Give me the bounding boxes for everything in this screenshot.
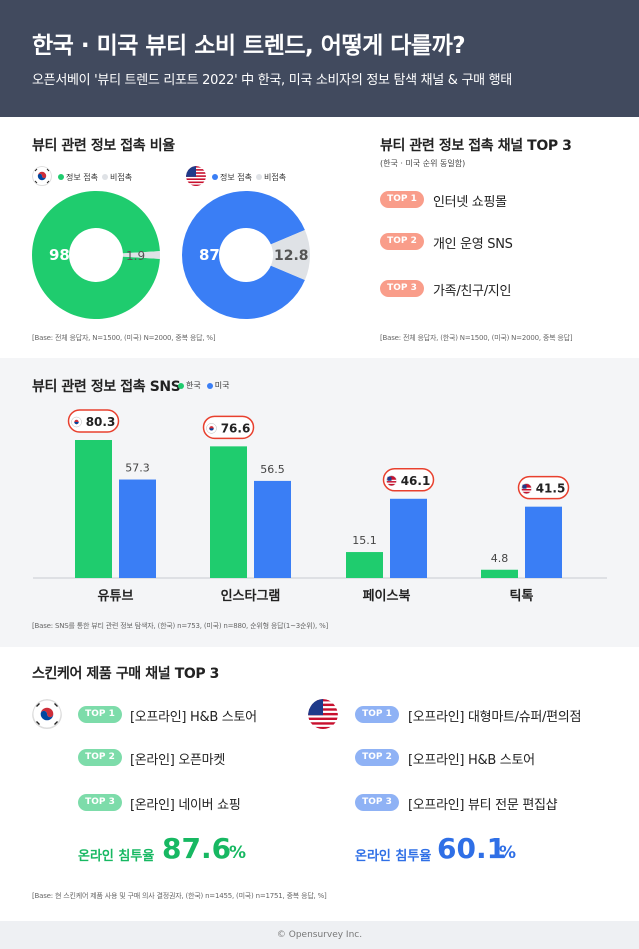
korea-donut-chart: 98.1 1.9	[32, 191, 160, 319]
sns-highlight-pill-2	[382, 468, 435, 492]
usa-online-value: 60.1	[437, 832, 507, 865]
usa-flag-icon	[186, 166, 206, 188]
channel-rank-3: TOP 3	[380, 280, 424, 297]
purchase-title: 스킨케어 제품 구매 채널 TOP 3	[32, 666, 220, 682]
sns-legend-korea-label: 한국	[186, 381, 201, 390]
channel-label-3: 가족/친구/지인	[433, 284, 512, 299]
usa-donut-value-noncontact: 12.8	[274, 248, 309, 264]
korea-online-label: 온라인 침투율	[78, 849, 155, 864]
korea-mini-flag-icon-0	[71, 416, 82, 428]
korea-mini-flag-icon-1	[206, 423, 217, 434]
sns-value-label-3-0: 4.8	[491, 552, 509, 565]
korea-donut-legend: 정보 접촉 비접촉	[32, 166, 132, 188]
purchase-korea-flag-icon	[32, 699, 62, 733]
usa-donut-legend: 정보 접촉 비접촉	[186, 166, 286, 188]
korea-purchase-rank-3: TOP 3	[78, 794, 122, 811]
usa-purchase-label-2: [오프라인] H&B 스토어	[408, 753, 535, 768]
korea-donut-value-noncontact: 1.9	[126, 249, 145, 263]
usa-donut-slice-contact	[182, 191, 305, 319]
sns-bar-korea-1	[210, 446, 247, 578]
sns-value-label-2-0: 15.1	[352, 534, 377, 547]
legend-contact-dot	[58, 174, 64, 180]
usa-mini-flag-icon-3	[521, 483, 532, 494]
channel-rank-2: TOP 2	[380, 233, 424, 250]
sns-value-label-1-1: 56.5	[260, 463, 285, 476]
usa-donut-chart: 87.2 12.8	[182, 191, 310, 319]
usa-purchase-label-3: [오프라인] 뷰티 전문 편집샵	[408, 798, 558, 813]
legend-contact-label-usa: 정보 접촉	[220, 172, 252, 182]
sns-value-label-2-1: 46.1	[401, 474, 431, 488]
usa-online-pct: %	[499, 843, 517, 863]
sns-highlight-pill-3	[517, 475, 570, 500]
sns-title: 뷰티 관련 정보 접촉 SNS	[32, 379, 181, 395]
channels-top3-title: 뷰티 관련 정보 접촉 채널 TOP 3	[380, 138, 572, 154]
purchase-note: [Base: 현 스킨케어 제품 사용 및 구매 의사 결정권자, (한국) n…	[32, 892, 327, 900]
korea-purchase-rank-1: TOP 1	[78, 706, 122, 723]
sns-bar-usa-2	[390, 498, 427, 578]
korea-purchase-label-2: [온라인] 오픈마켓	[130, 753, 225, 768]
usa-mini-flag-icon-2	[386, 475, 397, 487]
sns-bar-chart: 80.3 57.3 유튜브 76.6 56.5 인스타그램 15.1 46.1 페이스북 4.8 4…	[33, 409, 607, 604]
korea-purchase-rank-2: TOP 2	[78, 749, 122, 766]
legend-noncontact-dot	[101, 174, 108, 180]
channel-rank-1: TOP 1	[380, 191, 424, 208]
usa-purchase-rank-3: TOP 3	[355, 794, 399, 811]
sns-category-label-1: 인스타그램	[221, 588, 281, 604]
sns-bar-usa-3	[525, 506, 562, 578]
sns-category-label-0: 유튜브	[98, 589, 134, 604]
korea-donut-value-contact: 98.1	[49, 246, 86, 264]
legend-contact-label: 정보 접촉	[66, 172, 98, 182]
sns-bar-korea-2	[346, 552, 383, 578]
korea-online-value: 87.6	[162, 832, 232, 865]
info-ratio-title: 뷰티 관련 정보 접촉 비율	[32, 138, 175, 154]
sns-value-label-0-1: 57.3	[125, 462, 150, 475]
legend-noncontact-label: 비접촉	[109, 172, 133, 182]
sns-category-label-2: 페이스북	[363, 588, 411, 604]
korea-donut-slice-contact	[32, 191, 160, 319]
sns-bar-korea-3	[481, 569, 518, 578]
footer-copyright: © Opensurvey Inc.	[0, 921, 639, 949]
usa-purchase-label-1: [오프라인] 대형마트/슈퍼/편의점	[408, 710, 582, 725]
korea-purchase-label-3: [온라인] 네이버 쇼핑	[130, 798, 241, 813]
sns-legend-usa-dot	[206, 382, 213, 389]
usa-purchase-rank-1: TOP 1	[355, 706, 399, 723]
usa-purchase-rank-2: TOP 2	[355, 749, 399, 766]
korea-purchase-label-1: [오프라인] H&B 스토어	[130, 710, 257, 725]
sns-value-label-0-0: 80.3	[86, 415, 116, 429]
korea-online-pct: %	[229, 843, 247, 863]
sns-highlight-pill-1	[202, 415, 255, 440]
usa-online-label: 온라인 침투율	[355, 849, 432, 864]
sns-value-label-3-1: 41.5	[536, 482, 566, 496]
usa-donut-value-contact: 87.2	[199, 246, 236, 264]
korea-flag-icon	[32, 166, 52, 188]
sns-bar-korea-0	[75, 440, 112, 578]
purchase-usa-flag-icon	[308, 699, 338, 733]
sns-note: [Base: SNS를 통한 뷰티 관련 정보 탐색자, (한국) n=753,…	[32, 622, 329, 630]
header-banner: 한국 · 미국 뷰티 소비 트렌드, 어떻게 다를까? 오픈서베이 '뷰티 트렌…	[0, 0, 639, 117]
page-subtitle: 오픈서베이 '뷰티 트렌드 리포트 2022' 中 한국, 미국 소비자의 정보…	[32, 73, 512, 88]
channels-top3-note: [Base: 전체 응답자, (한국) N=1500, (미국) N=2000,…	[380, 334, 573, 342]
sns-legend-usa-label: 미국	[214, 381, 230, 390]
legend-noncontact-label-usa: 비접촉	[263, 172, 287, 182]
channel-label-1: 인터넷 쇼핑몰	[433, 195, 507, 210]
usa-donut-slice-noncontact	[270, 229, 310, 281]
sns-legend-korea-dot	[178, 382, 184, 389]
sns-bar-usa-1	[254, 480, 291, 578]
sns-highlight-pill-0	[67, 409, 120, 433]
legend-contact-dot-usa	[212, 174, 218, 180]
channels-top3-subtitle: (한국 · 미국 순위 동일함)	[380, 159, 466, 168]
korea-donut-slice-noncontact	[122, 251, 160, 259]
sns-value-label-1-0: 76.6	[221, 421, 251, 435]
sns-category-label-3: 틱톡	[510, 588, 534, 604]
page-title: 한국 · 미국 뷰티 소비 트렌드, 어떻게 다를까?	[32, 33, 466, 59]
sns-legend: 한국 미국	[178, 380, 229, 391]
legend-noncontact-dot-usa	[255, 174, 262, 180]
channel-label-2: 개인 운영 SNS	[433, 237, 513, 252]
sns-bar-usa-0	[119, 479, 156, 578]
info-ratio-note: [Base: 전체 응답자, N=1500, (미국) N=2000, 중복 응…	[32, 334, 216, 342]
